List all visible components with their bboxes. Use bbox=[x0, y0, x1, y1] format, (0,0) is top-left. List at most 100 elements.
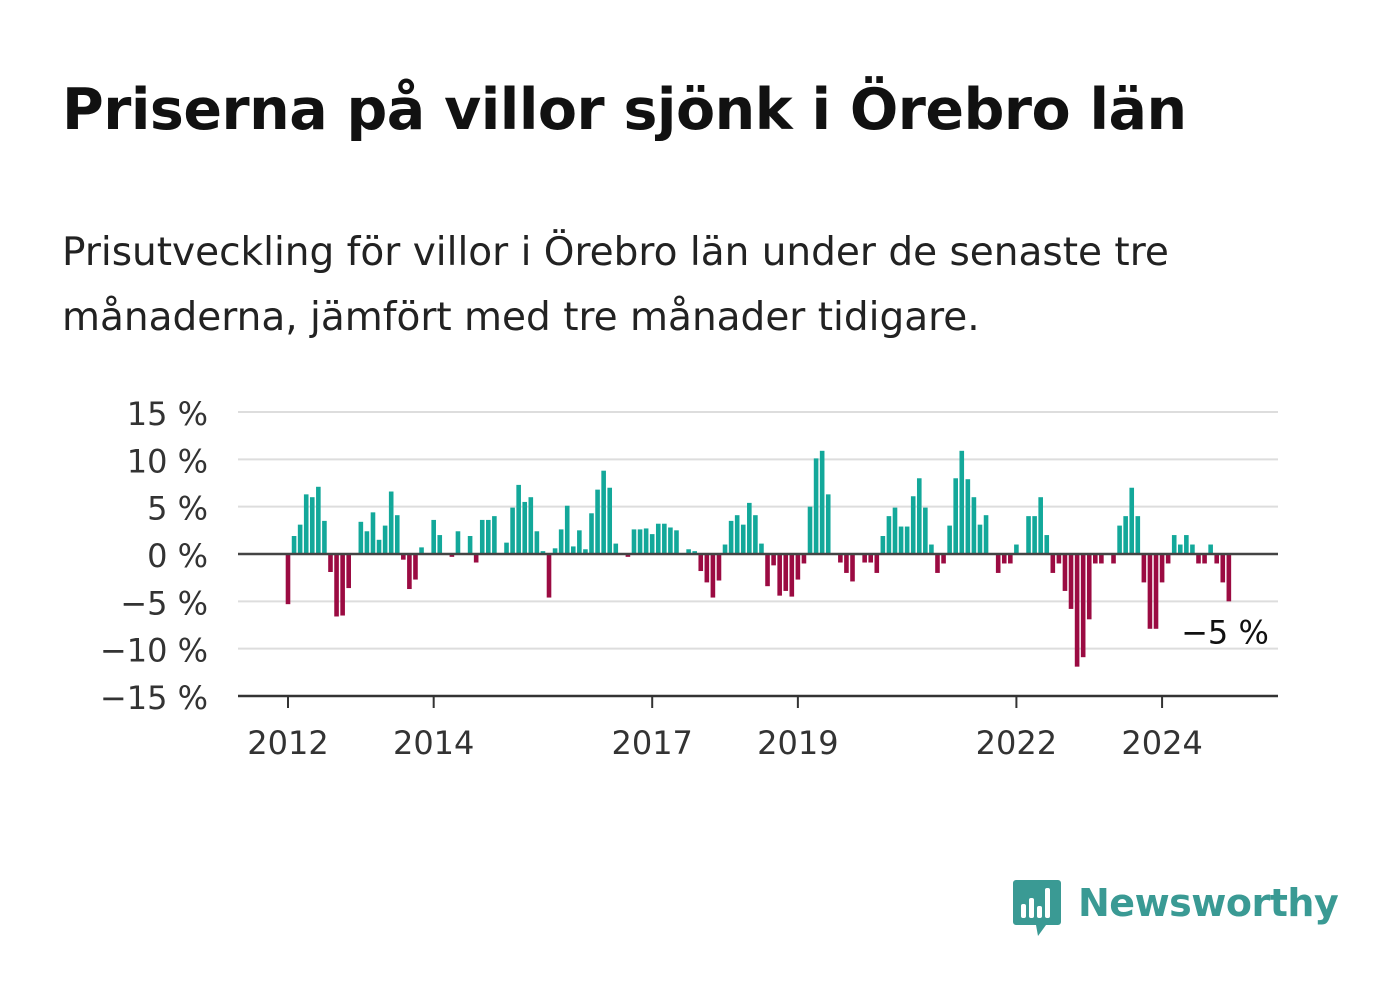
brand-name: Newsworthy bbox=[1078, 881, 1339, 925]
x-tick-label: 2014 bbox=[393, 724, 474, 762]
bar-positive bbox=[504, 542, 509, 554]
bar-positive bbox=[1117, 525, 1122, 554]
bar-negative bbox=[1008, 554, 1013, 564]
bar-positive bbox=[898, 526, 904, 554]
bar-negative bbox=[1165, 554, 1171, 564]
bar-negative bbox=[777, 554, 782, 596]
bar-positive bbox=[825, 494, 831, 554]
bar-positive bbox=[479, 519, 485, 554]
bar-negative bbox=[401, 554, 406, 560]
bar-positive bbox=[655, 523, 661, 554]
bar-negative bbox=[1226, 554, 1232, 602]
bar-positive bbox=[516, 484, 521, 554]
bar-negative bbox=[941, 554, 946, 564]
bar-negative bbox=[413, 554, 418, 580]
bar-negative bbox=[838, 554, 843, 563]
bar-negative bbox=[1001, 554, 1007, 564]
bar-negative bbox=[1153, 554, 1159, 629]
x-tick-label: 2019 bbox=[757, 724, 838, 762]
bar-positive bbox=[388, 491, 394, 554]
bar-negative bbox=[716, 554, 722, 581]
bar-positive bbox=[601, 470, 606, 554]
bar-negative bbox=[1086, 554, 1092, 620]
bar-positive bbox=[552, 548, 558, 554]
page-title: Priserna på villor sjönk i Örebro län bbox=[62, 77, 1187, 143]
bar-positive bbox=[431, 519, 436, 554]
bar-negative bbox=[995, 554, 1001, 573]
x-tick-label: 2017 bbox=[611, 724, 692, 762]
bar-positive bbox=[589, 513, 594, 554]
bar-negative bbox=[334, 554, 339, 617]
bar-positive bbox=[1014, 544, 1019, 554]
bar-negative bbox=[340, 554, 345, 616]
bar-positive bbox=[364, 531, 370, 554]
bar-positive bbox=[1135, 516, 1141, 554]
bar-positive bbox=[1123, 516, 1128, 554]
bar-negative bbox=[1220, 554, 1226, 583]
bar-negative bbox=[546, 554, 552, 598]
bar-positive bbox=[722, 544, 728, 554]
bar-negative bbox=[844, 554, 849, 573]
bar-negative bbox=[407, 554, 412, 590]
bar-positive bbox=[753, 515, 758, 554]
bar-positive bbox=[947, 525, 952, 554]
x-tick-label: 2012 bbox=[247, 724, 328, 762]
y-tick-label: 5 % bbox=[147, 490, 208, 528]
bar-positive bbox=[583, 549, 588, 554]
bar-negative bbox=[1050, 554, 1056, 573]
bar-positive bbox=[534, 531, 540, 554]
bar-positive bbox=[522, 501, 528, 554]
bar-positive bbox=[1208, 544, 1213, 554]
bar-negative bbox=[801, 554, 807, 564]
bar-positive bbox=[607, 487, 613, 554]
bar-negative bbox=[868, 554, 874, 563]
annotations: −5 % bbox=[1181, 613, 1269, 651]
bar-positive bbox=[1026, 516, 1031, 554]
bar-positive bbox=[1129, 487, 1135, 554]
bar-positive bbox=[322, 520, 327, 554]
bar-positive bbox=[316, 486, 321, 554]
y-tick-label: −5 % bbox=[120, 584, 208, 622]
bar-negative bbox=[285, 554, 291, 605]
bar-negative bbox=[795, 554, 801, 580]
bar-negative bbox=[1074, 554, 1080, 667]
bar-positive bbox=[923, 507, 928, 554]
bar-positive bbox=[1177, 544, 1183, 554]
bar-positive bbox=[692, 551, 697, 554]
bar-negative bbox=[935, 554, 940, 573]
bar-negative bbox=[1111, 554, 1116, 564]
bar-positive bbox=[486, 519, 491, 554]
bar-positive bbox=[419, 547, 424, 554]
newsworthy-chat-bars-icon bbox=[1013, 880, 1061, 936]
bar-positive bbox=[1190, 544, 1195, 554]
bar-positive bbox=[819, 450, 825, 554]
bar-negative bbox=[1099, 554, 1104, 564]
bar-negative bbox=[862, 554, 867, 563]
bar-negative bbox=[698, 554, 704, 572]
bar-positive bbox=[662, 523, 667, 554]
bar-positive bbox=[577, 530, 582, 554]
bar-positive bbox=[1171, 535, 1177, 554]
bar-negative bbox=[771, 554, 776, 566]
page-subtitle: Prisutveckling för villor i Örebro län u… bbox=[62, 230, 1169, 340]
bar-positive bbox=[892, 507, 898, 554]
bar-positive bbox=[303, 494, 309, 554]
last-value-annotation: −5 % bbox=[1181, 613, 1269, 651]
y-tick-label: 0 % bbox=[147, 537, 208, 575]
bar-positive bbox=[370, 512, 376, 554]
bar-positive bbox=[953, 478, 958, 554]
y-tick-label: 15 % bbox=[127, 395, 208, 433]
bar-positive bbox=[904, 526, 910, 554]
bar-positive bbox=[983, 515, 989, 554]
bar-positive bbox=[686, 549, 691, 554]
bar-positive bbox=[971, 497, 977, 554]
bar-negative bbox=[1202, 554, 1207, 564]
bar-positive bbox=[637, 529, 643, 554]
bar-positive bbox=[613, 543, 619, 554]
bar-positive bbox=[910, 496, 916, 554]
x-tick-label: 2022 bbox=[976, 724, 1057, 762]
bar-negative bbox=[1093, 554, 1098, 564]
brand: Newsworthy bbox=[1012, 878, 1339, 942]
bar-positive bbox=[558, 529, 564, 554]
bar-positive bbox=[916, 478, 922, 554]
